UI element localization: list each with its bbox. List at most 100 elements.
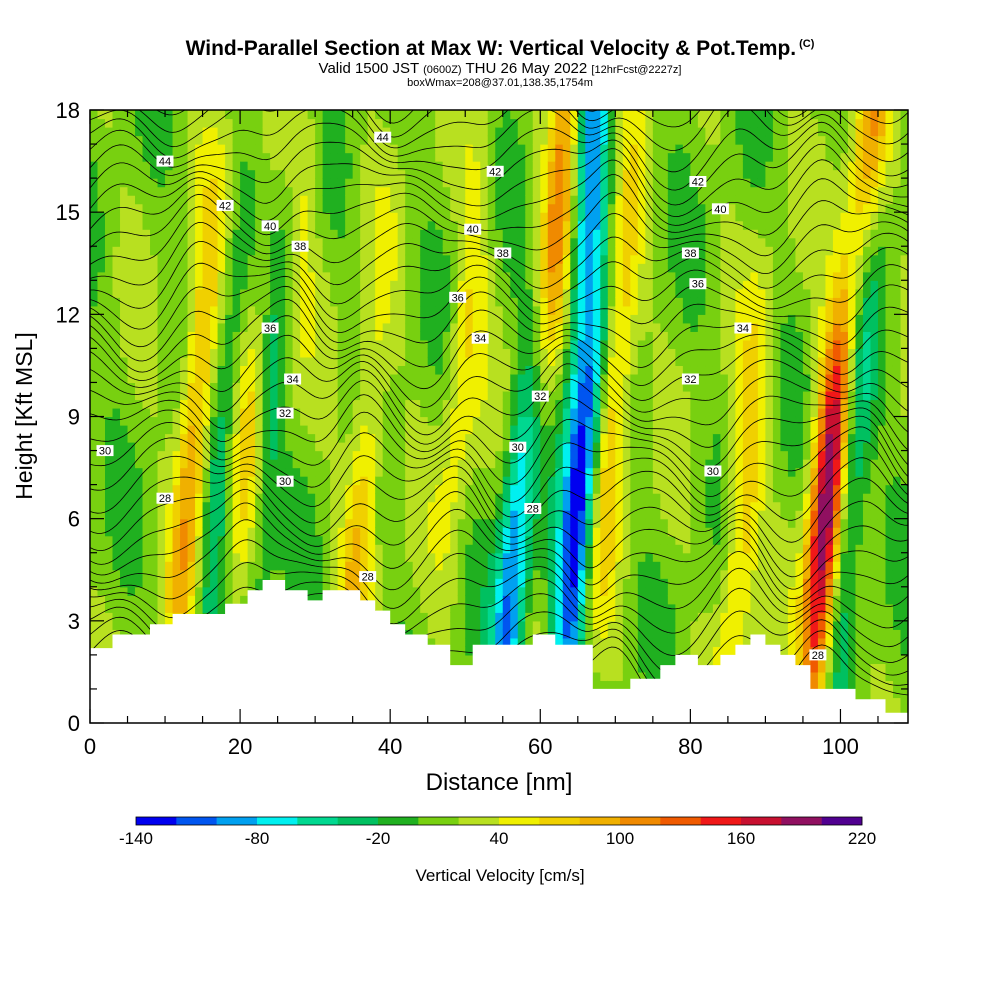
velocity-cell xyxy=(255,195,264,205)
velocity-cell xyxy=(390,612,399,622)
velocity-cell xyxy=(240,237,249,247)
velocity-cell xyxy=(435,127,444,137)
velocity-cell xyxy=(487,493,496,503)
velocity-cell xyxy=(517,416,526,426)
velocity-cell xyxy=(360,442,369,452)
velocity-cell xyxy=(172,152,181,162)
velocity-cell xyxy=(232,195,241,205)
velocity-cell xyxy=(600,314,609,324)
velocity-cell xyxy=(352,442,361,452)
velocity-cell xyxy=(150,569,159,579)
velocity-cell xyxy=(225,450,234,460)
velocity-cell xyxy=(420,203,429,213)
velocity-cell xyxy=(307,203,316,213)
velocity-cell xyxy=(120,195,129,205)
velocity-cell xyxy=(142,501,151,511)
velocity-cell xyxy=(375,297,384,307)
velocity-cell xyxy=(337,297,346,307)
velocity-cell xyxy=(457,178,466,188)
velocity-cell xyxy=(435,442,444,452)
velocity-cell xyxy=(187,399,196,409)
velocity-cell xyxy=(262,246,271,256)
velocity-cell xyxy=(157,544,166,554)
velocity-cell xyxy=(540,118,549,128)
velocity-cell xyxy=(315,118,324,128)
velocity-cell xyxy=(607,620,616,630)
velocity-cell xyxy=(532,612,541,622)
velocity-cell xyxy=(255,237,264,247)
velocity-cell xyxy=(225,476,234,486)
velocity-cell xyxy=(480,501,489,511)
velocity-cell xyxy=(292,459,301,469)
velocity-cell xyxy=(480,637,489,647)
velocity-cell xyxy=(510,544,519,554)
chart-title: Wind-Parallel Section at Max W: Vertical… xyxy=(0,37,1000,61)
velocity-cell xyxy=(532,603,541,613)
velocity-cell xyxy=(547,263,556,273)
velocity-cell xyxy=(210,407,219,418)
velocity-cell xyxy=(420,365,429,375)
velocity-cell xyxy=(285,144,294,154)
velocity-cell xyxy=(195,569,204,579)
velocity-cell xyxy=(360,339,369,349)
velocity-cell xyxy=(577,527,586,537)
velocity-cell xyxy=(292,390,301,401)
velocity-cell xyxy=(195,331,204,341)
velocity-cell xyxy=(90,416,99,426)
velocity-cell xyxy=(585,544,594,554)
velocity-cell xyxy=(390,595,399,605)
velocity-cell xyxy=(112,288,121,298)
velocity-cell xyxy=(300,407,309,418)
velocity-cell xyxy=(277,399,286,409)
velocity-cell xyxy=(547,161,556,171)
velocity-cell xyxy=(450,271,459,281)
velocity-cell xyxy=(315,493,324,503)
velocity-cell xyxy=(127,186,136,196)
velocity-cell xyxy=(292,322,301,332)
velocity-cell xyxy=(262,527,271,537)
velocity-cell xyxy=(600,356,609,367)
velocity-cell xyxy=(345,144,354,154)
velocity-cell xyxy=(112,595,121,605)
velocity-cell xyxy=(292,365,301,375)
velocity-cell xyxy=(405,612,414,622)
velocity-cell xyxy=(487,535,496,545)
velocity-cell xyxy=(510,110,519,120)
velocity-cell xyxy=(570,110,579,120)
velocity-cell xyxy=(262,535,271,545)
velocity-cell xyxy=(397,586,406,596)
velocity-cell xyxy=(180,246,189,256)
velocity-cell xyxy=(217,220,226,230)
velocity-cell xyxy=(405,501,414,511)
velocity-cell xyxy=(412,518,421,528)
velocity-cell xyxy=(600,169,609,179)
velocity-cell xyxy=(165,527,174,537)
velocity-cell xyxy=(262,348,271,358)
velocity-cell xyxy=(382,493,391,503)
velocity-cell xyxy=(142,135,151,145)
velocity-cell xyxy=(442,527,451,537)
velocity-cell xyxy=(270,407,279,418)
velocity-cell xyxy=(495,127,504,137)
velocity-cell xyxy=(562,263,571,273)
velocity-cell xyxy=(600,305,609,315)
velocity-cell xyxy=(442,110,451,120)
velocity-cell xyxy=(277,552,286,562)
velocity-cell xyxy=(525,169,534,179)
velocity-cell xyxy=(90,569,99,579)
velocity-cell xyxy=(562,629,571,639)
velocity-cell xyxy=(127,561,136,571)
velocity-cell xyxy=(450,161,459,171)
velocity-cell xyxy=(405,399,414,409)
velocity-cell xyxy=(127,263,136,273)
velocity-cell xyxy=(142,399,151,409)
velocity-cell xyxy=(450,586,459,596)
velocity-cell xyxy=(502,467,511,477)
velocity-cell xyxy=(480,399,489,409)
velocity-cell xyxy=(577,578,586,588)
velocity-cell xyxy=(375,178,384,188)
velocity-cell xyxy=(337,518,346,528)
velocity-cell xyxy=(172,382,181,392)
velocity-cell xyxy=(307,169,316,179)
velocity-cell xyxy=(165,535,174,545)
